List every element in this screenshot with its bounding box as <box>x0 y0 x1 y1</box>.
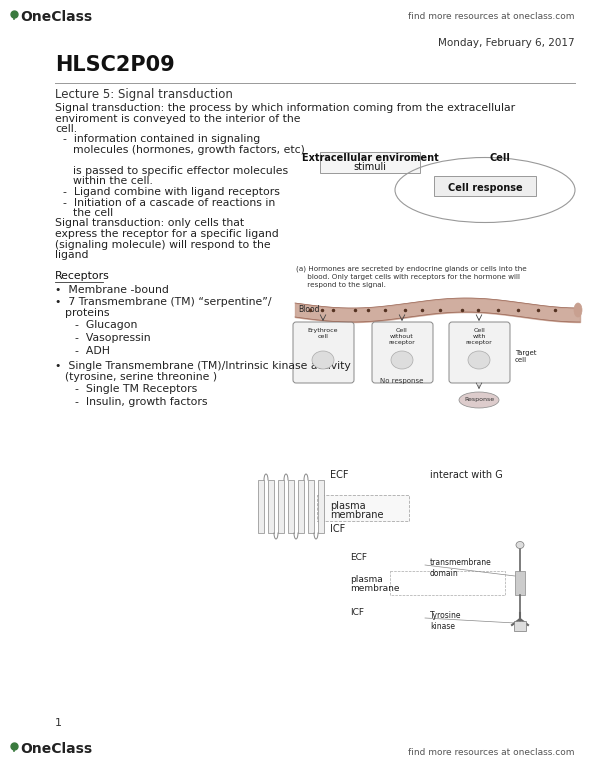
Text: ECF: ECF <box>350 553 367 562</box>
Text: Cell response: Cell response <box>447 183 522 193</box>
Ellipse shape <box>516 541 524 548</box>
Text: -  Glucagon: - Glucagon <box>75 320 137 330</box>
Text: Extracellular enviroment: Extracellular enviroment <box>302 153 439 163</box>
Text: transmembrane
domain: transmembrane domain <box>430 558 491 578</box>
Text: Cell: Cell <box>490 153 511 163</box>
Text: 1: 1 <box>55 718 62 728</box>
Text: Cell
without
receptor: Cell without receptor <box>389 328 415 345</box>
Text: Cell
with
receptor: Cell with receptor <box>466 328 493 345</box>
Text: Signal transduction: the process by which information coming from the extracellu: Signal transduction: the process by whic… <box>55 103 515 113</box>
Text: molecules (hormones, growth factors, etc): molecules (hormones, growth factors, etc… <box>73 145 305 155</box>
Text: within the cell.: within the cell. <box>73 176 153 186</box>
Text: OneClass: OneClass <box>20 10 92 24</box>
Text: ICF: ICF <box>350 608 364 617</box>
FancyBboxPatch shape <box>372 322 433 383</box>
Text: cell.: cell. <box>55 124 77 134</box>
Ellipse shape <box>468 351 490 369</box>
Text: enviroment is conveyed to the interior of the: enviroment is conveyed to the interior o… <box>55 113 300 123</box>
Text: -  information contained in signaling: - information contained in signaling <box>63 135 260 145</box>
Text: Blood: Blood <box>298 305 320 314</box>
Bar <box>308 480 314 533</box>
Ellipse shape <box>459 392 499 408</box>
Text: (tyrosine, serine threonine ): (tyrosine, serine threonine ) <box>65 372 217 382</box>
Text: -  Vasopressin: - Vasopressin <box>75 333 151 343</box>
Text: Erythroce
cell: Erythroce cell <box>308 328 338 339</box>
Bar <box>278 480 284 533</box>
Text: is passed to specific effector molecules: is passed to specific effector molecules <box>73 166 288 176</box>
Text: plasma: plasma <box>330 501 365 511</box>
Bar <box>298 480 304 533</box>
Bar <box>515 571 525 595</box>
Text: Target
cell: Target cell <box>515 350 537 363</box>
Text: Lecture 5: Signal transduction: Lecture 5: Signal transduction <box>55 88 233 101</box>
FancyBboxPatch shape <box>434 176 536 196</box>
Ellipse shape <box>312 351 334 369</box>
Bar <box>288 480 294 533</box>
Text: proteins: proteins <box>65 308 109 318</box>
Text: the cell: the cell <box>73 208 113 218</box>
Text: Receptors: Receptors <box>55 271 109 281</box>
Text: find more resources at oneclass.com: find more resources at oneclass.com <box>409 748 575 757</box>
FancyBboxPatch shape <box>317 495 409 521</box>
Text: Tyrosine
kinase: Tyrosine kinase <box>430 611 462 631</box>
Text: Signal transduction: only cells that: Signal transduction: only cells that <box>55 219 244 229</box>
FancyBboxPatch shape <box>320 152 420 173</box>
Text: membrane: membrane <box>330 510 384 520</box>
Text: -  Single TM Receptors: - Single TM Receptors <box>75 384 198 394</box>
Text: (signaling molecule) will respond to the: (signaling molecule) will respond to the <box>55 239 271 249</box>
Text: •  7 Transmembrane (TM) “serpentine”/: • 7 Transmembrane (TM) “serpentine”/ <box>55 297 271 307</box>
Text: ligand: ligand <box>55 250 89 260</box>
FancyBboxPatch shape <box>449 322 510 383</box>
FancyBboxPatch shape <box>293 322 354 383</box>
Text: stimuli: stimuli <box>353 162 387 172</box>
Text: (a) Hormones are secreted by endocrine glands or cells into the
     blood. Only: (a) Hormones are secreted by endocrine g… <box>296 265 527 287</box>
Text: ECF: ECF <box>330 470 349 480</box>
Text: find more resources at oneclass.com: find more resources at oneclass.com <box>409 12 575 21</box>
Text: -  Insulin, growth factors: - Insulin, growth factors <box>75 397 208 407</box>
Text: •  Membrane -bound: • Membrane -bound <box>55 285 169 295</box>
Text: plasma: plasma <box>350 575 383 584</box>
Text: HLSC2P09: HLSC2P09 <box>55 55 175 75</box>
Ellipse shape <box>391 351 413 369</box>
Text: membrane: membrane <box>350 584 399 593</box>
Bar <box>258 480 264 533</box>
Text: Response: Response <box>464 397 494 403</box>
Bar <box>318 480 324 533</box>
Bar <box>268 480 274 533</box>
Text: -  Ligand combine with ligand receptors: - Ligand combine with ligand receptors <box>63 187 280 197</box>
Text: interact with G: interact with G <box>430 470 503 480</box>
Text: No response: No response <box>380 378 424 384</box>
Text: ICF: ICF <box>330 524 345 534</box>
Ellipse shape <box>574 303 582 317</box>
Text: -  ADH: - ADH <box>75 346 110 356</box>
Text: -  Initiation of a cascade of reactions in: - Initiation of a cascade of reactions i… <box>63 197 275 207</box>
Text: Monday, February 6, 2017: Monday, February 6, 2017 <box>439 38 575 48</box>
Bar <box>514 621 526 631</box>
Text: OneClass: OneClass <box>20 742 92 756</box>
Text: •  Single Transmembrane (TM)/Intrinsic kinase activity: • Single Transmembrane (TM)/Intrinsic ki… <box>55 361 350 371</box>
Text: express the receptor for a specific ligand: express the receptor for a specific liga… <box>55 229 278 239</box>
